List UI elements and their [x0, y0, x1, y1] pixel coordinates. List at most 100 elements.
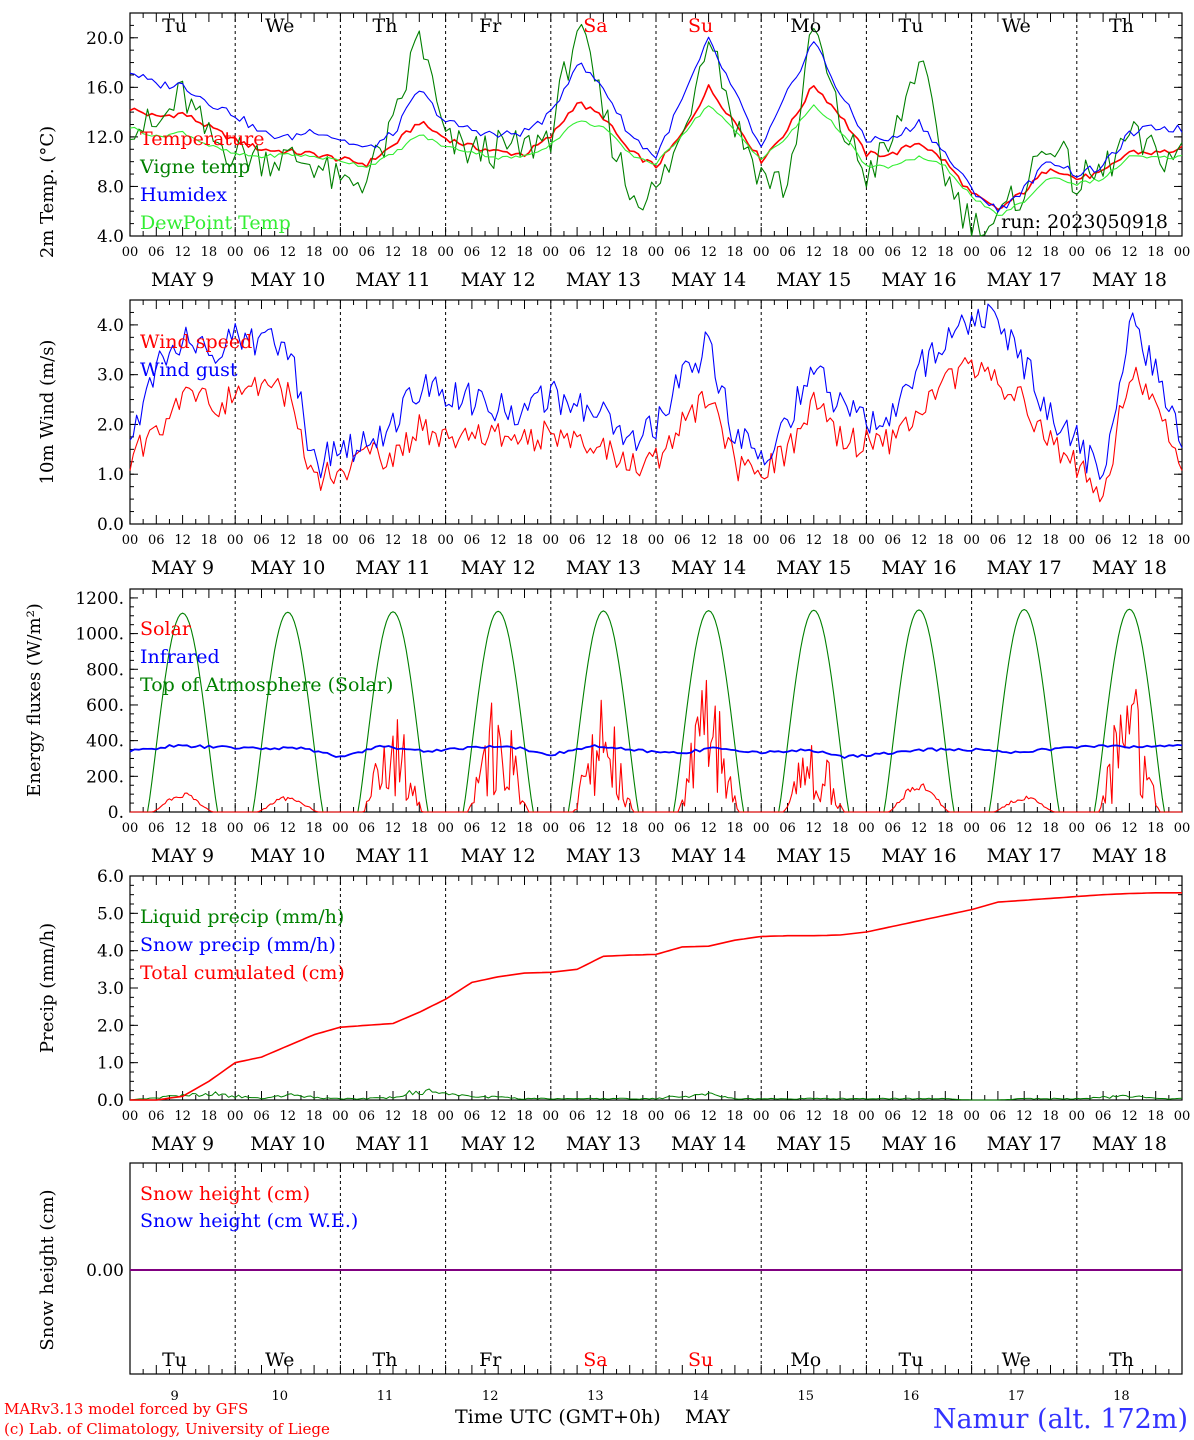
x-hour-label: 12: [490, 821, 507, 836]
x-hour-label: 00: [648, 1109, 665, 1124]
x-hour-label: 00: [437, 245, 454, 260]
y-tick-label: 20.0: [86, 29, 124, 49]
y-tick-label: 0.0: [97, 515, 124, 535]
x-hour-label: 12: [911, 1109, 928, 1124]
panel-frame: [129, 299, 1183, 525]
x-hour-label: 12: [490, 533, 507, 548]
x-hour-label: 12: [806, 245, 823, 260]
x-date-label: MAY 17: [987, 557, 1062, 579]
x-hour-label: 06: [253, 245, 270, 260]
weekday-label: Fr: [479, 1349, 502, 1371]
copyright-credit: (c) Lab. of Climatology, University of L…: [4, 1420, 330, 1438]
x-date-label: MAY 14: [671, 269, 746, 291]
x-hour-label: 00: [332, 1109, 349, 1124]
x-date-label: MAY 10: [250, 269, 325, 291]
x-date-label: MAY 14: [671, 845, 746, 867]
y-tick-label: 600.: [86, 696, 124, 716]
x-hour-label: 12: [595, 821, 612, 836]
x-hour-label: 18: [516, 821, 533, 836]
x-hour-label: 18: [306, 821, 323, 836]
x-date-label: MAY 9: [151, 557, 214, 579]
weekday-label: Th: [373, 15, 398, 37]
x-hour-label: 18: [516, 245, 533, 260]
y-tick-label: 1200.: [75, 589, 124, 609]
x-hour-label: 12: [1121, 533, 1138, 548]
y-tick-label: 0.00: [86, 1261, 124, 1281]
x-hour-label: 12: [1016, 1109, 1033, 1124]
legend-entry: Total cumulated (cm): [140, 962, 345, 984]
day-number: 17: [1008, 1389, 1025, 1404]
y-tick-label: 4.0: [97, 942, 124, 962]
weekday-label: We: [1002, 15, 1031, 37]
x-date-label: MAY 17: [987, 1133, 1062, 1155]
weekday-label: Su: [688, 15, 713, 37]
legend-entry: Liquid precip (mm/h): [140, 906, 344, 928]
x-date-label: MAY 15: [776, 269, 851, 291]
x-hour-label: 18: [201, 1109, 218, 1124]
x-hour-label: 06: [990, 821, 1007, 836]
x-hour-label: 18: [937, 245, 954, 260]
x-hour-label: 00: [858, 821, 875, 836]
y-tick-label: 0.: [108, 803, 124, 823]
x-hour-label: 06: [464, 533, 481, 548]
x-hour-label: 06: [148, 533, 165, 548]
x-hour-label: 00: [437, 533, 454, 548]
x-date-label: MAY 14: [671, 557, 746, 579]
x-hour-label: 12: [1121, 821, 1138, 836]
weekday-label: Sa: [583, 15, 607, 37]
x-date-label: MAY 17: [987, 845, 1062, 867]
x-hour-label: 06: [569, 533, 586, 548]
x-hour-label: 06: [358, 821, 375, 836]
x-date-label: MAY 16: [881, 1133, 956, 1155]
day-number: 12: [482, 1389, 499, 1404]
x-hour-label: 12: [490, 245, 507, 260]
x-hour-label: 12: [280, 533, 297, 548]
x-hour-label: 00: [858, 245, 875, 260]
x-hour-label: 00: [648, 245, 665, 260]
x-hour-label: 12: [174, 1109, 191, 1124]
weekday-label: Mo: [790, 15, 821, 37]
x-hour-label: 00: [963, 821, 980, 836]
x-hour-label: 18: [621, 533, 638, 548]
x-hour-label: 00: [122, 533, 139, 548]
day-number: 15: [798, 1389, 815, 1404]
x-hour-label: 06: [148, 1109, 165, 1124]
x-hour-label: 00: [1069, 821, 1086, 836]
x-hour-label: 12: [595, 245, 612, 260]
x-hour-label: 12: [1121, 1109, 1138, 1124]
weekday-label: Fr: [479, 15, 502, 37]
x-date-label: MAY 18: [1092, 845, 1167, 867]
panel-frame: [129, 588, 1183, 813]
x-date-label: MAY 16: [881, 557, 956, 579]
x-hour-label: 00: [753, 245, 770, 260]
x-hour-label: 06: [674, 533, 691, 548]
x-hour-label: 18: [306, 1109, 323, 1124]
x-hour-label: 00: [122, 245, 139, 260]
station-name: Namur (alt. 172m): [933, 1404, 1188, 1435]
x-hour-label: 06: [990, 245, 1007, 260]
legend-entry: Snow height (cm): [140, 1183, 310, 1205]
x-hour-label: 00: [543, 821, 560, 836]
legend-entry: DewPoint Temp: [140, 212, 291, 234]
x-hour-label: 12: [700, 533, 717, 548]
x-hour-label: 12: [700, 245, 717, 260]
x-hour-label: 18: [1147, 533, 1164, 548]
x-hour-label: 06: [779, 533, 796, 548]
x-hour-label: 18: [1042, 245, 1059, 260]
x-hour-label: 06: [358, 533, 375, 548]
legend-entry: Wind speed: [140, 331, 252, 353]
y-tick-label: 12.0: [86, 128, 124, 148]
weekday-label: Th: [1109, 15, 1134, 37]
y-tick-label: 1.0: [97, 465, 124, 485]
x-hour-label: 06: [1095, 821, 1112, 836]
x-hour-label: 18: [516, 1109, 533, 1124]
x-date-label: MAY 12: [461, 557, 536, 579]
x-hour-label: 12: [280, 245, 297, 260]
data-lines: [129, 23, 1183, 1271]
series-line: [129, 84, 1183, 211]
x-hour-label: 12: [385, 533, 402, 548]
x-hour-label: 00: [332, 821, 349, 836]
y-axis-label: Precip (mm/h): [37, 923, 58, 1053]
x-hour-label: 00: [437, 1109, 454, 1124]
x-hour-label: 06: [779, 1109, 796, 1124]
